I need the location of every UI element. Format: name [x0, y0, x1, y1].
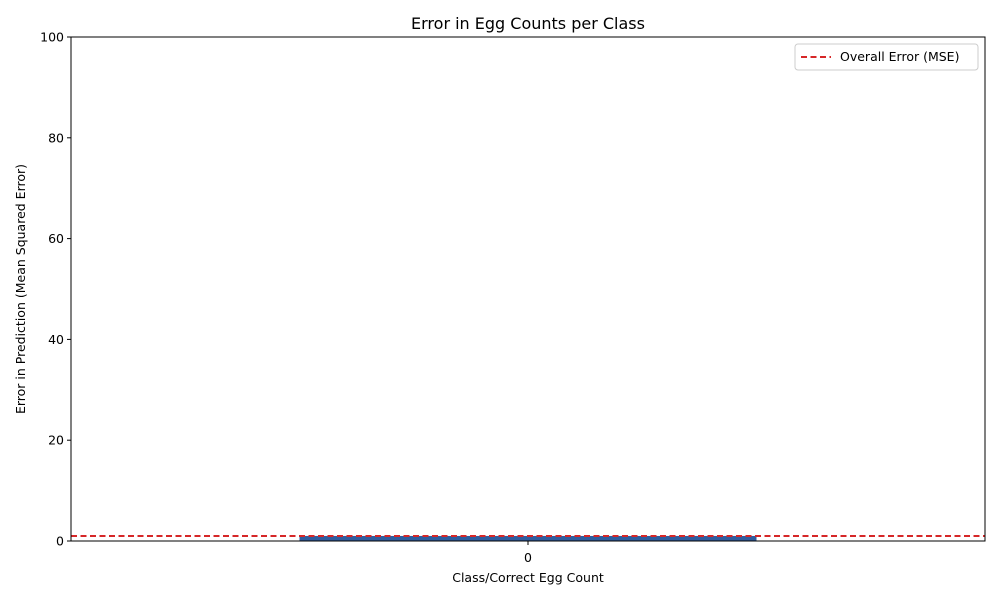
x-axis-ticks: 0 — [524, 541, 532, 565]
x-axis-label: Class/Correct Egg Count — [452, 570, 604, 585]
y-axis-label: Error in Prediction (Mean Squared Error) — [13, 164, 28, 414]
bar-group — [299, 535, 757, 541]
y-tick-label: 0 — [56, 534, 64, 549]
y-tick-label: 40 — [48, 332, 64, 347]
legend-label: Overall Error (MSE) — [840, 49, 959, 64]
legend-box — [794, 43, 979, 71]
y-tick-label: 20 — [48, 433, 64, 448]
chart-title: Error in Egg Counts per Class — [411, 14, 645, 33]
y-tick-label: 60 — [48, 231, 64, 246]
y-axis-ticks: 0 20 40 60 80 100 — [40, 30, 71, 549]
legend: Overall Error (MSE) — [794, 43, 979, 71]
y-tick-label: 80 — [48, 130, 64, 145]
bar — [299, 535, 757, 541]
x-tick-label: 0 — [524, 550, 532, 565]
y-tick-label: 100 — [40, 30, 64, 45]
